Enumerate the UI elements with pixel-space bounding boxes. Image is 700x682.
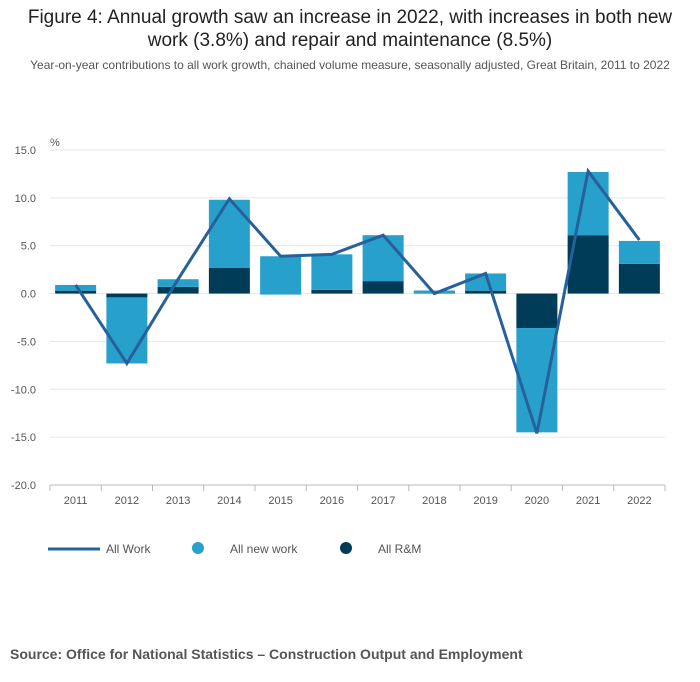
bar-all-rm <box>106 293 148 298</box>
bars <box>55 172 660 433</box>
legend-all-new-work-label: All new work <box>230 542 298 556</box>
bar-all-rm <box>208 267 250 294</box>
x-tick-label: 2015 <box>268 495 292 507</box>
bar-all-new-work <box>362 235 404 282</box>
chart-canvas: 15.0 10.0 5.0 0.0 -5.0 -10.0 -15.0 -20.0 % 2011… <box>11 137 666 556</box>
bar-all-rm <box>362 281 404 294</box>
x-tick-label: 2012 <box>115 495 139 507</box>
chart-subtitle: Year-on-year contributions to all work g… <box>30 58 670 72</box>
x-axis: 2011 2012 2013 2014 2015 2016 2017 2018 2019 2020… <box>49 484 666 507</box>
y-tick-label: -15.0 <box>11 432 36 444</box>
x-tick-label: 2020 <box>525 495 549 507</box>
x-tick-label: 2018 <box>422 495 446 507</box>
line-all-work <box>74 167 641 434</box>
bar-all-rm <box>465 290 507 294</box>
bar-all-new-work <box>208 199 250 268</box>
x-tick-label: 2011 <box>64 495 88 507</box>
legend-all-rm-swatch <box>340 542 352 554</box>
y-tick-label: 15.0 <box>15 145 36 157</box>
y-tick-label: -10.0 <box>11 384 36 396</box>
all-work-series <box>74 167 641 434</box>
bar-all-new-work <box>106 297 148 364</box>
bar-all-new-work <box>567 172 609 236</box>
bar-all-new-work <box>516 328 558 433</box>
bar-all-new-work <box>260 256 302 295</box>
y-tick-label: -20.0 <box>11 480 36 492</box>
x-tick-label: 2021 <box>576 495 600 507</box>
bar-all-rm <box>516 293 558 329</box>
bar-all-new-work <box>311 254 353 290</box>
bar-all-rm <box>157 286 199 294</box>
x-tick-label: 2013 <box>166 495 190 507</box>
chart-title: Figure 4: Annual growth saw an increase … <box>27 7 673 51</box>
bar-all-new-work <box>55 284 97 291</box>
y-tick-label: -5.0 <box>17 336 36 348</box>
y-axis-unit: % <box>50 137 60 149</box>
bar-all-new-work <box>157 279 199 287</box>
legend-all-new-work-swatch <box>192 542 204 554</box>
y-tick-label: 0.0 <box>21 289 36 301</box>
bar-all-rm <box>55 290 97 294</box>
x-tick-label: 2022 <box>627 495 651 507</box>
y-axis-labels: 15.0 10.0 5.0 0.0 -5.0 -10.0 -15.0 -20.0 <box>11 145 36 492</box>
y-tick-label: 5.0 <box>21 241 36 253</box>
bar-all-rm <box>311 289 353 294</box>
legend: All Work All new work All R&M <box>48 542 421 556</box>
x-tick-label: 2019 <box>473 495 497 507</box>
legend-all-work-label: All Work <box>106 542 151 556</box>
y-tick-label: 10.0 <box>15 193 36 205</box>
legend-all-rm-label: All R&M <box>378 542 421 556</box>
bar-all-new-work <box>618 240 660 264</box>
x-tick-label: 2017 <box>371 495 395 507</box>
bar-all-rm <box>618 263 660 294</box>
source-note: Source: Office for National Statistics –… <box>10 646 523 662</box>
x-tick-label: 2014 <box>217 495 241 507</box>
x-tick-label: 2016 <box>320 495 344 507</box>
